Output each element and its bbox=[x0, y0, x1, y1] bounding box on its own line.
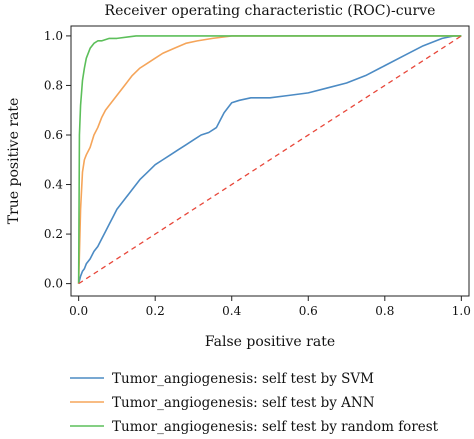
y-tick-label: 0.0 bbox=[44, 277, 63, 291]
plot-frame bbox=[70, 25, 470, 297]
x-tick-label: 1.0 bbox=[452, 304, 471, 318]
y-tick-label: 0.2 bbox=[44, 227, 63, 241]
chance-diagonal-line bbox=[78, 35, 462, 285]
legend-label: Tumor_angiogenesis: self test by SVM bbox=[112, 371, 374, 387]
legend: Tumor_angiogenesis: self test by SVM Tumo… bbox=[70, 371, 439, 435]
legend-label: Tumor_angiogenesis: self test by ANN bbox=[112, 395, 375, 411]
y-axis-title: True positive rate bbox=[6, 98, 22, 225]
y-tick-label: 0.4 bbox=[44, 178, 63, 192]
x-tick-label: 0.4 bbox=[222, 304, 241, 318]
series-line-0 bbox=[77, 35, 462, 284]
x-tick-label: 0.6 bbox=[299, 304, 318, 318]
series-line-2 bbox=[77, 35, 462, 284]
x-axis-title: False positive rate bbox=[205, 334, 335, 350]
y-tick-label: 0.8 bbox=[44, 78, 63, 92]
x-tick-label: 0.2 bbox=[146, 304, 165, 318]
chart-title: Receiver operating characteristic (ROC)-… bbox=[105, 3, 436, 19]
axis-ticks: 0.0 0.2 0.4 0.6 0.8 1.0 0.0 0.2 0.4 0.6 0.8 1.0 bbox=[44, 29, 471, 318]
legend-label: Tumor_angiogenesis: self test by random … bbox=[112, 419, 439, 435]
y-tick-label: 1.0 bbox=[44, 29, 63, 43]
x-tick-label: 0.8 bbox=[375, 304, 394, 318]
y-tick-label: 0.6 bbox=[44, 128, 63, 142]
x-tick-label: 0.0 bbox=[69, 304, 88, 318]
series-lines bbox=[77, 35, 462, 285]
